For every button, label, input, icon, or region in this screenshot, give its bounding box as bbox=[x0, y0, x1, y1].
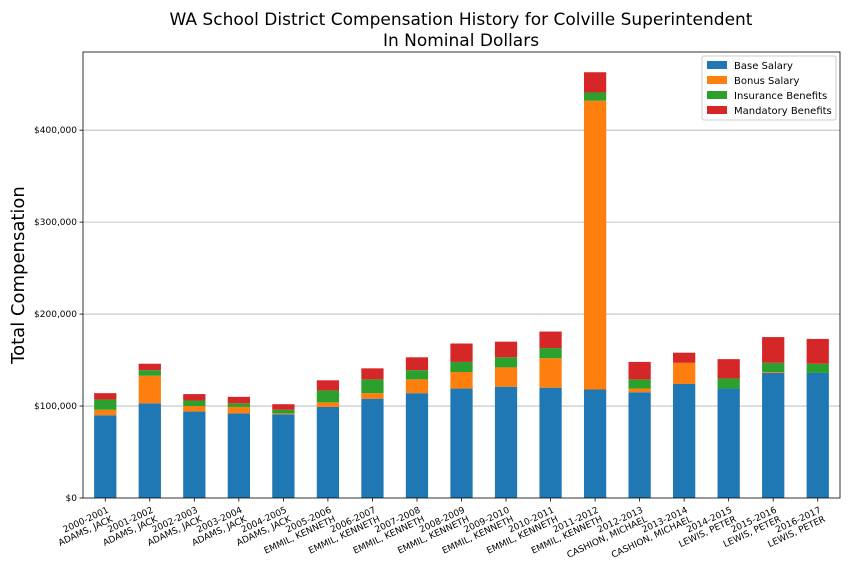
legend-swatch bbox=[707, 91, 727, 99]
bar-segment-mandatory-benefits bbox=[628, 361, 651, 380]
bar-segment-bonus-salary bbox=[361, 393, 384, 399]
y-tick-label: $100,000 bbox=[34, 402, 77, 412]
bar-segment-base-salary bbox=[138, 403, 161, 498]
bar-segment-insurance-benefits bbox=[628, 379, 651, 389]
bar-segment-insurance-benefits bbox=[405, 370, 429, 380]
bar-segment-bonus-salary bbox=[673, 362, 696, 384]
bar-segment-mandatory-benefits bbox=[138, 363, 161, 371]
legend-swatch bbox=[707, 61, 727, 69]
bar-segment-insurance-benefits bbox=[138, 370, 161, 376]
bar-segment-insurance-benefits bbox=[227, 403, 250, 407]
bar-segment-mandatory-benefits bbox=[539, 331, 562, 349]
bar-segment-mandatory-benefits bbox=[717, 359, 740, 379]
bars bbox=[94, 72, 829, 498]
bar-segment-base-salary bbox=[227, 413, 250, 498]
legend-label: Mandatory Benefits bbox=[734, 106, 832, 117]
bar-segment-mandatory-benefits bbox=[583, 72, 607, 93]
chart-title: WA School District Compensation History … bbox=[170, 10, 753, 30]
bar-segment-bonus-salary bbox=[316, 402, 340, 407]
legend-box bbox=[701, 55, 837, 121]
bar-segment-mandatory-benefits bbox=[361, 368, 384, 380]
y-tick-label: $300,000 bbox=[34, 218, 77, 228]
bar-segment-insurance-benefits bbox=[94, 399, 117, 410]
bar-segment-insurance-benefits bbox=[494, 357, 518, 368]
bar-segment-mandatory-benefits bbox=[405, 357, 429, 371]
bar-segment-mandatory-benefits bbox=[183, 394, 206, 401]
bar-segment-insurance-benefits bbox=[316, 390, 340, 403]
legend-swatch bbox=[707, 76, 727, 84]
bar-segment-insurance-benefits bbox=[806, 363, 829, 373]
bar-segment-insurance-benefits bbox=[539, 348, 562, 359]
y-tick-label: $400,000 bbox=[34, 126, 77, 136]
bar-segment-insurance-benefits bbox=[762, 362, 785, 373]
legend-swatch bbox=[707, 106, 727, 114]
bar-segment-base-salary bbox=[94, 415, 117, 498]
bar-segment-base-salary bbox=[628, 392, 651, 498]
bar-segment-bonus-salary bbox=[272, 413, 295, 415]
bar-segment-base-salary bbox=[272, 414, 295, 498]
y-tick-label: $0 bbox=[66, 494, 78, 504]
bar-segment-mandatory-benefits bbox=[316, 380, 340, 391]
bar-segment-base-salary bbox=[316, 406, 340, 498]
bar-segment-base-salary bbox=[183, 411, 206, 498]
bar-segment-mandatory-benefits bbox=[450, 343, 473, 362]
bar-segment-insurance-benefits bbox=[450, 361, 473, 373]
bar-segment-bonus-salary bbox=[94, 409, 117, 416]
bar-segment-base-salary bbox=[539, 387, 562, 498]
bar-segment-mandatory-benefits bbox=[227, 396, 250, 404]
bar-segment-bonus-salary bbox=[227, 406, 250, 414]
y-axis-ticks: $0 $100,000 $200,000 $300,000 $400,000 bbox=[34, 126, 83, 504]
bar-segment-base-salary bbox=[494, 386, 518, 498]
bar-segment-insurance-benefits bbox=[583, 92, 607, 101]
bar-segment-bonus-salary bbox=[539, 358, 562, 388]
bar-segment-base-salary bbox=[762, 372, 785, 498]
bar-segment-bonus-salary bbox=[405, 379, 429, 394]
legend-label: Insurance Benefits bbox=[734, 91, 827, 102]
bar-segment-base-salary bbox=[450, 388, 473, 498]
y-axis-label: Total Compensation bbox=[8, 186, 29, 365]
bar-segment-mandatory-benefits bbox=[94, 393, 117, 400]
bar-segment-base-salary bbox=[405, 393, 429, 498]
bar-segment-insurance-benefits bbox=[361, 379, 384, 394]
legend-label: Base Salary bbox=[734, 61, 793, 72]
bar-segment-base-salary bbox=[717, 388, 740, 498]
bar-segment-insurance-benefits bbox=[272, 409, 295, 414]
legend: Base Salary Bonus Salary Insurance Benefit… bbox=[701, 55, 837, 121]
bar-segment-bonus-salary bbox=[494, 367, 518, 387]
chart-subtitle: In Nominal Dollars bbox=[383, 31, 539, 51]
bar-segment-mandatory-benefits bbox=[272, 404, 295, 410]
bar-segment-base-salary bbox=[361, 398, 384, 498]
bar-segment-mandatory-benefits bbox=[762, 337, 785, 363]
legend-label: Bonus Salary bbox=[734, 76, 800, 87]
bar-segment-bonus-salary bbox=[138, 375, 161, 404]
bar-segment-insurance-benefits bbox=[717, 378, 740, 389]
bar-segment-bonus-salary bbox=[628, 388, 651, 393]
bar-segment-bonus-salary bbox=[762, 372, 785, 373]
bar-segment-mandatory-benefits bbox=[673, 352, 696, 363]
y-tick-label: $200,000 bbox=[34, 310, 77, 320]
bar-segment-mandatory-benefits bbox=[494, 341, 518, 358]
bar-segment-base-salary bbox=[583, 389, 607, 498]
bar-segment-bonus-salary bbox=[583, 100, 607, 390]
bar-segment-bonus-salary bbox=[183, 406, 206, 412]
bar-segment-base-salary bbox=[806, 372, 829, 498]
bar-segment-insurance-benefits bbox=[183, 400, 206, 407]
bar-segment-bonus-salary bbox=[450, 372, 473, 389]
bar-segment-base-salary bbox=[673, 383, 696, 498]
bar-segment-mandatory-benefits bbox=[806, 338, 829, 364]
